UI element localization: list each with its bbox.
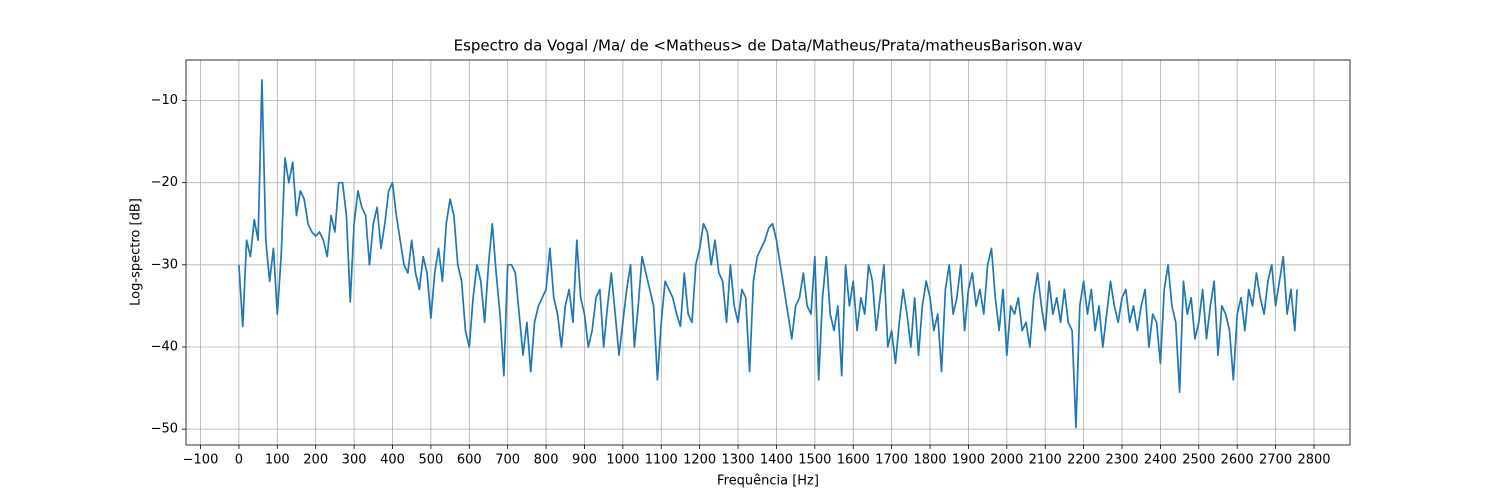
x-tick-label: 1400 (760, 453, 793, 468)
x-tick-label: 600 (457, 453, 482, 468)
x-tick-label: 2700 (1259, 453, 1292, 468)
x-tick-label: 2500 (1182, 453, 1215, 468)
x-tick-label: 2800 (1297, 453, 1330, 468)
x-tick-label: 2600 (1221, 453, 1254, 468)
x-tick-label: 2100 (1029, 453, 1062, 468)
y-tick-label: −30 (151, 257, 178, 272)
plot-frame (185, 59, 1351, 446)
y-axis-label: Log-spectro [dB] (129, 198, 144, 306)
y-tick-label: −20 (151, 175, 178, 190)
x-tick-label: 1300 (722, 453, 755, 468)
y-tick-label: −40 (151, 339, 178, 354)
x-tick-label: 900 (572, 453, 597, 468)
x-tick-label: 1000 (606, 453, 639, 468)
x-tick-label: 1600 (837, 453, 870, 468)
x-tick-label: 400 (380, 453, 405, 468)
x-tick-label: 1700 (875, 453, 908, 468)
x-tick-label: 2000 (990, 453, 1023, 468)
y-tick-label: −50 (151, 422, 178, 437)
x-tick-label: 300 (342, 453, 367, 468)
y-tick-label: −10 (151, 93, 178, 108)
x-tick-label: 2400 (1144, 453, 1177, 468)
x-tick-label: 1100 (645, 453, 678, 468)
x-tick-label: 2200 (1067, 453, 1100, 468)
x-axis-label: Frequência [Hz] (717, 474, 819, 489)
x-tick-label: 1900 (952, 453, 985, 468)
x-tick-label: 2300 (1105, 453, 1138, 468)
x-tick-label: 800 (534, 453, 559, 468)
x-tick-label: 0 (235, 453, 243, 468)
x-tick-label: 200 (303, 453, 328, 468)
chart-title: Espectro da Vogal /Ma/ de <Matheus> de D… (454, 37, 1083, 55)
x-tick-label: 1200 (683, 453, 716, 468)
x-tick-label: 500 (418, 453, 443, 468)
x-tick-label: 1500 (798, 453, 831, 468)
spectrum-line (238, 79, 1298, 429)
x-tick-label: −100 (183, 453, 219, 468)
x-tick-label: 700 (495, 453, 520, 468)
x-tick-label: 1800 (913, 453, 946, 468)
x-tick-label: 100 (265, 453, 290, 468)
